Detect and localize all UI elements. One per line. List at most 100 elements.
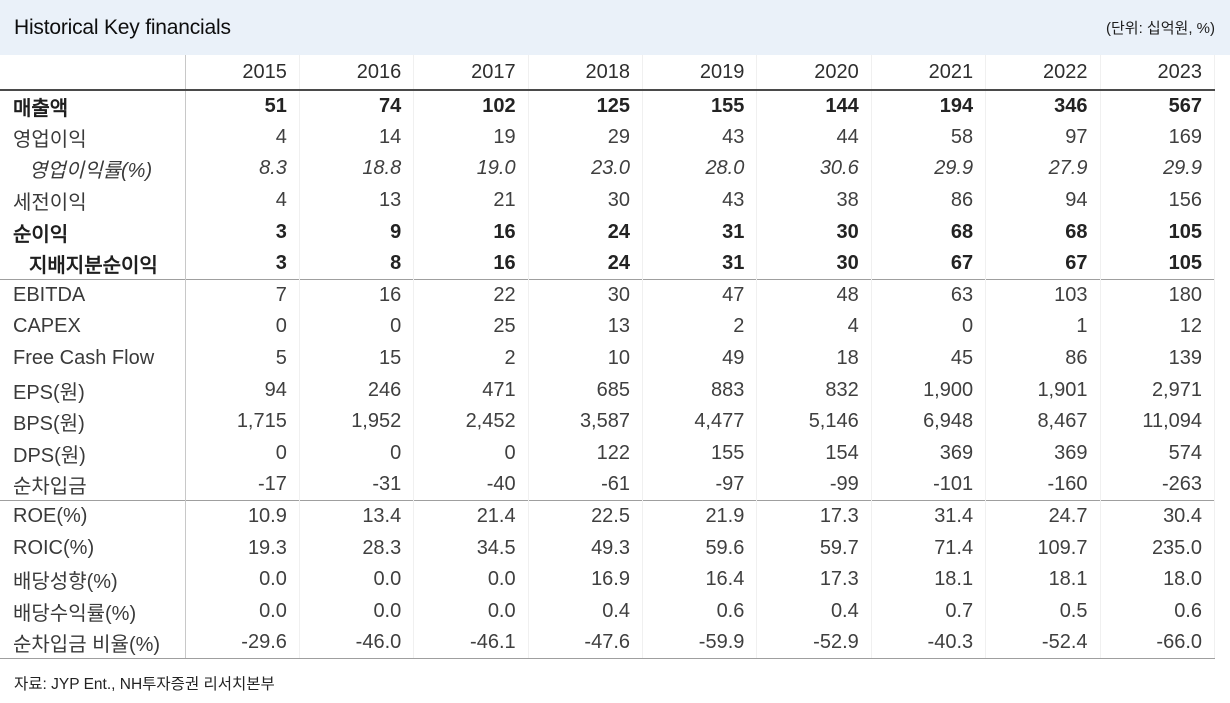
value-cell: -61	[528, 469, 644, 501]
value-cell: 246	[299, 374, 415, 406]
table-row: 영업이익 4 14 19 29 43 44 58 97 169	[0, 121, 1215, 154]
value-cell: 34.5	[413, 532, 529, 564]
table-row: ROE(%) 10.9 13.4 21.4 22.5 21.9 17.3 31.4 24.7 30…	[0, 500, 1215, 533]
value-cell: 63	[871, 279, 987, 312]
table-row: BPS(원) 1,715 1,952 2,452 3,587 4,477 5,146 6,94…	[0, 405, 1215, 438]
year-column-header: 2022	[985, 55, 1101, 91]
value-cell: 139	[1100, 342, 1215, 375]
year-column-header: 2016	[299, 55, 415, 91]
value-cell: 30.6	[756, 153, 872, 185]
value-cell: -46.1	[413, 627, 529, 660]
value-cell: 2,971	[1100, 374, 1215, 406]
value-cell: 47	[642, 279, 758, 312]
table-row: 순이익 3 9 16 24 31 30 68 68 105	[0, 216, 1215, 248]
value-cell: 0	[185, 437, 300, 470]
row-label: EBITDA	[0, 279, 186, 312]
value-cell: 105	[1100, 247, 1215, 280]
value-cell: 883	[642, 374, 758, 406]
value-cell: -40.3	[871, 627, 987, 660]
table-row: 지배지분순이익 3 8 16 24 31 30 67 67 105	[0, 247, 1215, 280]
page-title: Historical Key financials	[14, 15, 231, 39]
value-cell: 30	[528, 184, 644, 217]
year-column-header: 2019	[642, 55, 758, 91]
title-bar: Historical Key financials (단위: 십억원, %)	[0, 0, 1230, 55]
value-cell: 125	[528, 90, 644, 122]
value-cell: 6,948	[871, 405, 987, 438]
value-cell: 0	[299, 437, 415, 470]
table-row: 순차입금 -17 -31 -40 -61 -97 -99 -101 -160 -263	[0, 469, 1215, 501]
value-cell: 11,094	[1100, 405, 1215, 438]
value-cell: 156	[1100, 184, 1215, 217]
value-cell: 103	[985, 279, 1101, 312]
value-cell: 86	[871, 184, 987, 217]
value-cell: 0.0	[413, 595, 529, 628]
value-cell: 369	[985, 437, 1101, 470]
value-cell: -17	[185, 469, 300, 501]
value-cell: 68	[985, 216, 1101, 248]
value-cell: 0.0	[299, 563, 415, 596]
value-cell: 49.3	[528, 532, 644, 564]
value-cell: 0.0	[185, 595, 300, 628]
value-cell: 122	[528, 437, 644, 470]
table-row: 배당수익률(%) 0.0 0.0 0.0 0.4 0.6 0.4 0.7 0.5 0.6	[0, 595, 1215, 628]
table-row: 배당성향(%) 0.0 0.0 0.0 16.9 16.4 17.3 18.1 18.1 18.0	[0, 563, 1215, 596]
value-cell: 51	[185, 90, 300, 122]
value-cell: 102	[413, 90, 529, 122]
table-body: 매출액 51 74 102 125 155 144 194 346 567 영업이익 4 14 19 29 4…	[0, 90, 1215, 660]
value-cell: 0.4	[528, 595, 644, 628]
value-cell: 8	[299, 247, 415, 280]
value-cell: 29.9	[1100, 153, 1215, 185]
value-cell: 574	[1100, 437, 1215, 470]
value-cell: 2	[642, 311, 758, 343]
value-cell: 567	[1100, 90, 1215, 122]
value-cell: 86	[985, 342, 1101, 375]
value-cell: 17.3	[756, 500, 872, 533]
value-cell: 2,452	[413, 405, 529, 438]
value-cell: 4	[185, 121, 300, 154]
value-cell: 31	[642, 216, 758, 248]
value-cell: 8.3	[185, 153, 300, 185]
value-cell: 18.0	[1100, 563, 1215, 596]
value-cell: 22	[413, 279, 529, 312]
table-row: Free Cash Flow 5 15 2 10 49 18 45 86 139	[0, 342, 1215, 375]
value-cell: -46.0	[299, 627, 415, 660]
value-cell: 0.0	[299, 595, 415, 628]
value-cell: 19.3	[185, 532, 300, 564]
value-cell: 369	[871, 437, 987, 470]
row-label: 순이익	[0, 216, 186, 248]
table-row: EPS(원) 94 246 471 685 883 832 1,900 1,901 2,971	[0, 374, 1215, 406]
value-cell: 19	[413, 121, 529, 154]
value-cell: 16	[299, 279, 415, 312]
value-cell: 19.0	[413, 153, 529, 185]
value-cell: 0.7	[871, 595, 987, 628]
value-cell: 16.9	[528, 563, 644, 596]
value-cell: 2	[413, 342, 529, 375]
value-cell: 30.4	[1100, 500, 1215, 533]
value-cell: 154	[756, 437, 872, 470]
value-cell: 3	[185, 247, 300, 280]
value-cell: 10	[528, 342, 644, 375]
row-label: DPS(원)	[0, 437, 186, 470]
value-cell: 4,477	[642, 405, 758, 438]
row-label: 배당성향(%)	[0, 563, 186, 596]
row-label: 지배지분순이익	[0, 247, 186, 280]
value-cell: 155	[642, 90, 758, 122]
value-cell: -59.9	[642, 627, 758, 660]
value-cell: 68	[871, 216, 987, 248]
value-cell: 21.4	[413, 500, 529, 533]
value-cell: 31	[642, 247, 758, 280]
value-cell: 13	[299, 184, 415, 217]
value-cell: 44	[756, 121, 872, 154]
row-label: 영업이익	[0, 121, 186, 154]
table-row: DPS(원) 0 0 0 122 155 154 369 369 574	[0, 437, 1215, 470]
value-cell: 28.0	[642, 153, 758, 185]
year-column-header: 2017	[413, 55, 529, 91]
value-cell: 0	[299, 311, 415, 343]
value-cell: 25	[413, 311, 529, 343]
value-cell: 30	[756, 247, 872, 280]
value-cell: 30	[528, 279, 644, 312]
row-label: ROIC(%)	[0, 532, 186, 564]
value-cell: 0.5	[985, 595, 1101, 628]
row-label: 배당수익률(%)	[0, 595, 186, 628]
value-cell: 471	[413, 374, 529, 406]
